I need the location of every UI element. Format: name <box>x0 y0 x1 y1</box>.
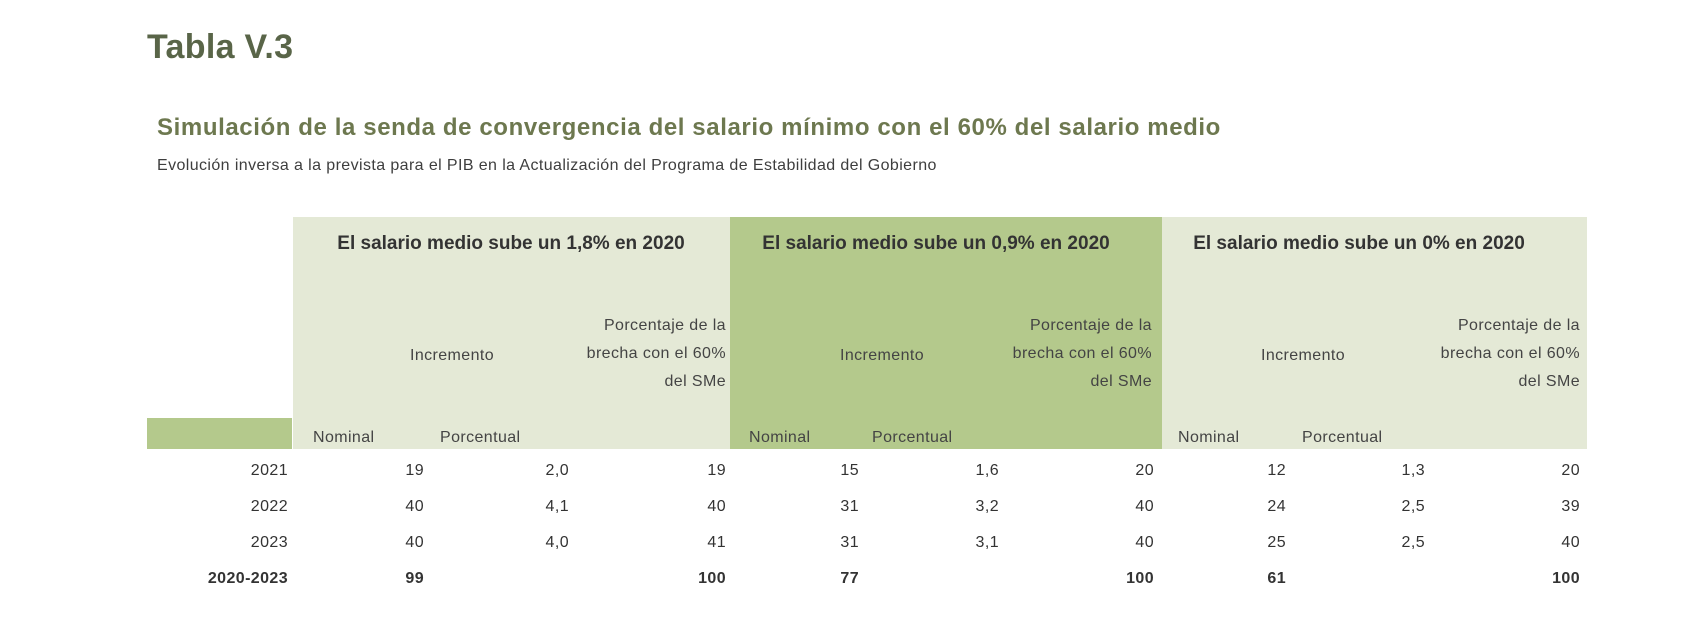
table-cell: 20 <box>1561 462 1580 479</box>
table-cell: 41 <box>707 534 726 551</box>
table-cell: 2,5 <box>1401 534 1425 551</box>
group-2-percentual-label: Porcentual <box>872 429 953 446</box>
table-cell: 19 <box>405 462 424 479</box>
corner-header-cell <box>147 418 292 449</box>
group-1-heading: El salario medio sube un 1,8% en 2020 <box>337 233 685 254</box>
row-year: 2023 <box>250 534 288 551</box>
table-cell: 2,5 <box>1401 498 1425 515</box>
table-cell: 39 <box>1561 498 1580 515</box>
table-cell: 12 <box>1267 462 1286 479</box>
table-cell: 31 <box>840 534 859 551</box>
table-cell: 2,0 <box>545 462 569 479</box>
group-2-increment-label: Incremento <box>839 347 925 364</box>
row-year: 2021 <box>250 462 288 479</box>
table-cell: 31 <box>840 498 859 515</box>
table-cell: 1,3 <box>1401 462 1425 479</box>
table-subtitle: Evolución inversa a la prevista para el … <box>157 157 937 174</box>
table-cell: 40 <box>1135 498 1154 515</box>
group-3-heading: El salario medio sube un 0% en 2020 <box>1193 233 1525 254</box>
table-cell: 40 <box>405 534 424 551</box>
table-cell: 20 <box>1135 462 1154 479</box>
group-2-gap-label: Porcentaje de la brecha con el 60% del S… <box>1012 317 1152 390</box>
table-cell: 24 <box>1267 498 1286 515</box>
group-2-header-background <box>730 217 1162 449</box>
table-cell-total: 77 <box>840 570 859 587</box>
group-2-nominal-label: Nominal <box>749 429 811 446</box>
table-label: Tabla V.3 <box>147 28 294 66</box>
row-year: 2022 <box>250 498 288 515</box>
table-cell: 4,0 <box>545 534 569 551</box>
table-cell-total: 100 <box>1552 570 1580 587</box>
group-2-heading: El salario medio sube un 0,9% en 2020 <box>762 233 1110 254</box>
table-cell: 3,2 <box>975 498 999 515</box>
table-cell: 19 <box>707 462 726 479</box>
table-cell: 1,6 <box>975 462 999 479</box>
table-cell: 15 <box>840 462 859 479</box>
table-cell: 40 <box>1135 534 1154 551</box>
table-cell: 40 <box>707 498 726 515</box>
table-cell: 40 <box>1561 534 1580 551</box>
group-1-header-background <box>293 217 730 449</box>
group-1-gap-label: Porcentaje de la brecha con el 60% del S… <box>586 317 726 390</box>
group-3-header-background <box>1162 217 1587 449</box>
table-cell: 4,1 <box>545 498 569 515</box>
group-3-gap-label: Porcentaje de la brecha con el 60% del S… <box>1440 317 1580 390</box>
group-3-nominal-label: Nominal <box>1178 429 1240 446</box>
group-3-increment-label: Incremento <box>1260 347 1346 364</box>
table-cell: 40 <box>405 498 424 515</box>
group-1-increment-label: Incremento <box>409 347 495 364</box>
group-3-percentual-label: Porcentual <box>1302 429 1383 446</box>
table-cell-total: 99 <box>405 570 424 587</box>
table-cell-total: 100 <box>1126 570 1154 587</box>
table-title: Simulación de la senda de convergencia d… <box>157 114 1221 141</box>
group-1-nominal-label: Nominal <box>313 429 375 446</box>
group-1-percentual-label: Porcentual <box>440 429 521 446</box>
table-cell: 3,1 <box>975 534 999 551</box>
table-cell-total: 61 <box>1267 570 1286 587</box>
row-year-total: 2020-2023 <box>207 570 288 587</box>
table-cell-total: 100 <box>698 570 726 587</box>
table-cell: 25 <box>1267 534 1286 551</box>
